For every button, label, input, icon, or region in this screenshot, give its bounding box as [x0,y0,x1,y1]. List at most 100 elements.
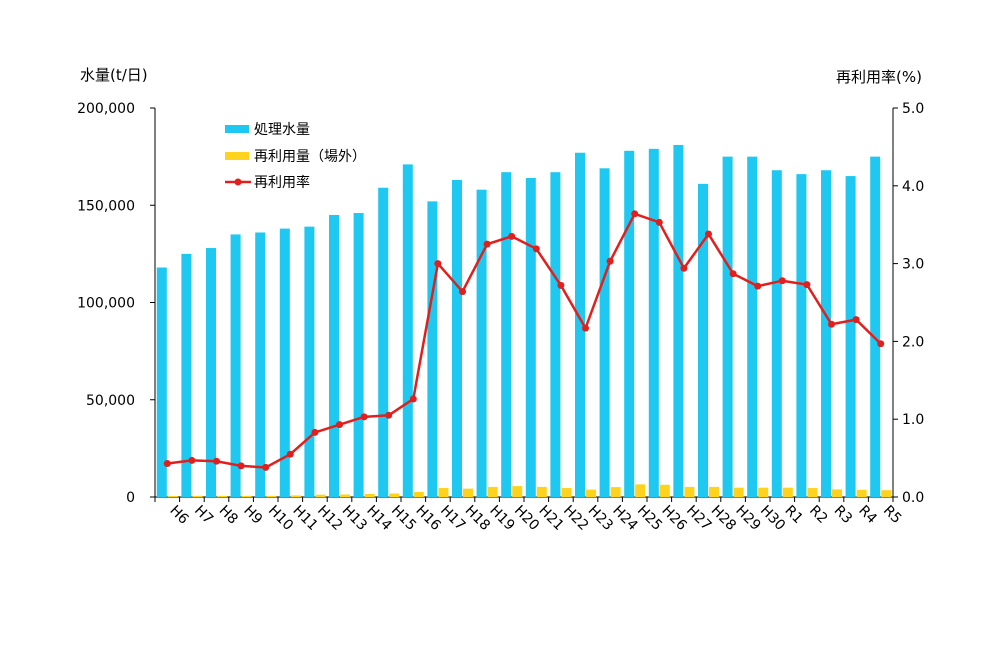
y-axis-right-label: 再利用率(%) [836,68,922,86]
bar-reuse-volume [659,484,670,497]
reuse-rate-point [385,411,393,419]
bar-reuse-volume [290,495,301,497]
bar-reuse-volume [217,495,227,497]
bar-reuse-volume [758,487,769,497]
y-right-tick-label: 3.0 [902,257,924,273]
bar-reuse-volume [167,496,178,497]
reuse-rate-point [606,257,614,265]
x-tick-label: H15 [388,503,419,534]
legend-swatch-treated-water [225,125,249,133]
y-right-tick-label: 0.0 [902,490,924,506]
reuse-rate-point [360,413,368,421]
bar-treated-water [181,253,192,497]
legend-swatch-marker [234,178,242,186]
bar-reuse-volume [266,495,277,497]
bars-reuse-volume [167,484,892,497]
bar-reuse-volume [782,487,793,497]
legend-label: 再利用量（場外） [254,149,366,165]
legend-swatch-reuse-volume [225,152,249,160]
bar-reuse-volume [684,486,695,497]
reuse-rate-point [655,218,663,226]
bar-treated-water [452,179,462,497]
bar-treated-water [575,152,585,498]
x-tick-label: H29 [732,503,763,534]
reuse-rate-point [557,281,565,289]
bar-treated-water [821,170,831,498]
bar-reuse-volume [389,493,400,497]
bar-reuse-volume [463,488,473,497]
bar-reuse-volume [536,486,547,497]
y-right-tick-label: 5.0 [902,101,924,117]
legend-label: 再利用率 [254,174,310,191]
reuse-rate-point [409,395,417,403]
bar-reuse-volume [512,486,523,497]
bar-reuse-volume [733,487,744,497]
x-tick-label: H24 [609,503,640,534]
y-right-tick-label: 1.0 [902,412,924,428]
bar-reuse-volume [438,488,449,497]
x-tick-label: R5 [880,503,904,527]
y-axis-left-label: 水量(t/日) [80,66,148,84]
x-tick-label: H14 [363,503,394,534]
x-tick-label: H25 [634,503,665,534]
reuse-rate-point [532,245,540,253]
y-left-tick-label: 100,000 [77,296,135,312]
y-left-tick-label: 50,000 [86,393,135,409]
x-tick-label: H11 [289,503,320,534]
x-tick-label: H22 [560,503,591,534]
reuse-rate-point [582,324,589,332]
bar-treated-water [796,174,807,497]
line-reuse-rate [163,210,885,471]
reuse-rate-point [459,288,466,296]
reuse-rate-point [237,462,245,470]
x-tick-label: H23 [585,503,616,534]
x-tick-label: H7 [191,503,216,528]
x-tick-label: H26 [658,503,689,534]
bar-treated-water [501,172,512,497]
bar-reuse-volume [635,484,646,497]
bar-reuse-volume [586,489,596,497]
bar-treated-water [378,187,389,497]
reuse-rate-point [483,240,491,248]
bar-treated-water [329,214,339,497]
y-right-tick-label: 4.0 [902,179,924,195]
bar-treated-water [599,168,610,498]
bar-treated-water [624,150,635,498]
bar-reuse-volume [709,486,719,497]
bar-treated-water [476,189,487,497]
bar-treated-water [279,228,290,497]
bar-treated-water [304,226,315,497]
reuse-rate-point [680,264,688,272]
reuse-rate-point [729,270,737,278]
bar-reuse-volume [832,489,842,497]
bar-reuse-volume [315,494,326,497]
bar-treated-water [255,232,266,498]
reuse-rate-polyline [167,212,882,469]
reuse-rate-point [188,456,196,464]
bars-treated-water [156,144,881,498]
reuse-rate-point [163,460,171,468]
reuse-rate-point [877,340,885,348]
y-left-tick-label: 150,000 [77,198,135,214]
x-tick-label: R3 [831,503,855,527]
bar-treated-water [747,156,758,497]
x-tick-label: H8 [216,503,241,528]
x-tick-label: H9 [240,503,265,528]
reuse-rate-point [828,320,835,328]
bar-treated-water [427,201,438,498]
bar-treated-water [156,267,167,497]
x-tick-label: R4 [855,503,880,528]
reuse-rate-point [434,260,442,268]
reuse-rate-point [508,232,516,240]
x-tick-label: H20 [511,503,542,534]
bar-treated-water [353,213,364,497]
x-tick-label: H21 [535,503,566,534]
bar-treated-water [550,172,561,497]
bar-treated-water [845,176,856,497]
x-tick-label: H12 [314,503,345,534]
bar-treated-water [648,148,659,497]
x-tick-label: H10 [265,503,296,534]
bar-treated-water [722,156,733,497]
